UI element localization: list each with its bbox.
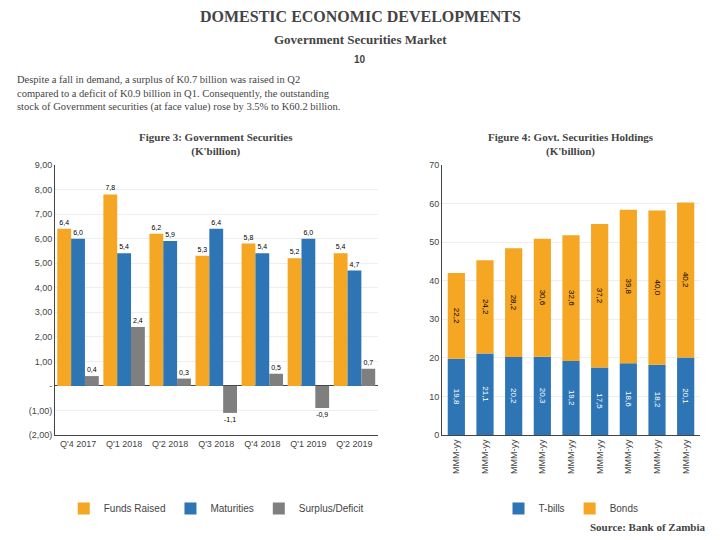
svg-text:Q'4 2018: Q'4 2018 bbox=[244, 439, 280, 449]
svg-text:Surplus/Deficit: Surplus/Deficit bbox=[299, 503, 364, 514]
svg-text:Q'1 2019: Q'1 2019 bbox=[290, 439, 326, 449]
svg-text:9,00: 9,00 bbox=[35, 160, 53, 170]
svg-text:T-bills: T-bills bbox=[539, 503, 565, 514]
svg-text:20,1: 20,1 bbox=[681, 388, 690, 404]
svg-text:Maturities: Maturities bbox=[210, 503, 253, 514]
svg-text:8,00: 8,00 bbox=[35, 185, 53, 195]
svg-text:20,3: 20,3 bbox=[538, 388, 547, 404]
svg-text:5,9: 5,9 bbox=[165, 231, 175, 238]
svg-text:40,0: 40,0 bbox=[653, 280, 662, 296]
svg-text:0: 0 bbox=[434, 430, 439, 440]
svg-text:0,5: 0,5 bbox=[271, 364, 281, 371]
svg-text:Government Securities Market: Government Securities Market bbox=[274, 32, 447, 47]
svg-text:(1,00): (1,00) bbox=[29, 406, 53, 416]
svg-text:6,0: 6,0 bbox=[73, 229, 83, 236]
svg-text:22,2: 22,2 bbox=[452, 308, 461, 324]
svg-text:MMM-yy: MMM-yy bbox=[652, 439, 662, 474]
svg-text:MMM-yy: MMM-yy bbox=[480, 439, 490, 474]
svg-text:21,1: 21,1 bbox=[481, 386, 490, 402]
svg-text:DOMESTIC ECONOMIC DEVELOPMENTS: DOMESTIC ECONOMIC DEVELOPMENTS bbox=[200, 8, 521, 25]
svg-text:0,3: 0,3 bbox=[179, 369, 189, 376]
svg-text:40: 40 bbox=[429, 276, 439, 286]
svg-text:18,6: 18,6 bbox=[624, 391, 633, 407]
svg-text:MMM-yy: MMM-yy bbox=[509, 439, 519, 474]
svg-text:5,4: 5,4 bbox=[336, 243, 346, 250]
svg-text:MMM-yy: MMM-yy bbox=[451, 439, 461, 474]
svg-text:MMM-yy: MMM-yy bbox=[566, 439, 576, 474]
svg-text:5,2: 5,2 bbox=[290, 248, 300, 255]
svg-text:Q'4 2017: Q'4 2017 bbox=[60, 439, 96, 449]
svg-text:Q'2 2019: Q'2 2019 bbox=[336, 439, 372, 449]
svg-text:37,2: 37,2 bbox=[595, 288, 604, 304]
svg-text:Q'2 2018: Q'2 2018 bbox=[152, 439, 188, 449]
svg-text:MMM-yy: MMM-yy bbox=[595, 439, 605, 474]
svg-text:MMM-yy: MMM-yy bbox=[681, 439, 691, 474]
svg-text:5,8: 5,8 bbox=[244, 234, 254, 241]
svg-text:1,00: 1,00 bbox=[35, 357, 53, 367]
svg-text:24,2: 24,2 bbox=[481, 299, 490, 315]
svg-text:70: 70 bbox=[429, 160, 439, 170]
svg-text:4,00: 4,00 bbox=[35, 283, 53, 293]
svg-text:5,00: 5,00 bbox=[35, 258, 53, 268]
svg-text:6,00: 6,00 bbox=[35, 234, 53, 244]
svg-text:5,3: 5,3 bbox=[198, 246, 208, 253]
svg-text:Source: Bank of Zambia: Source: Bank of Zambia bbox=[590, 521, 706, 533]
svg-text:19,8: 19,8 bbox=[452, 389, 461, 405]
svg-text:-: - bbox=[49, 381, 52, 391]
svg-text:7,00: 7,00 bbox=[35, 209, 53, 219]
svg-text:40,2: 40,2 bbox=[681, 272, 690, 288]
svg-text:-0,9: -0,9 bbox=[316, 411, 328, 418]
svg-text:Bonds: Bonds bbox=[610, 503, 638, 514]
svg-text:18,2: 18,2 bbox=[653, 392, 662, 408]
svg-text:20: 20 bbox=[429, 353, 439, 363]
svg-text:MMM-yy: MMM-yy bbox=[623, 439, 633, 474]
svg-text:Q'1 2018: Q'1 2018 bbox=[106, 439, 142, 449]
svg-text:7,8: 7,8 bbox=[105, 184, 115, 191]
svg-text:6,2: 6,2 bbox=[151, 224, 161, 231]
svg-text:MMM-yy: MMM-yy bbox=[537, 439, 547, 474]
svg-text:5,4: 5,4 bbox=[257, 243, 267, 250]
svg-text:2,4: 2,4 bbox=[133, 317, 143, 324]
svg-text:0,7: 0,7 bbox=[363, 359, 373, 366]
svg-text:19,2: 19,2 bbox=[567, 390, 576, 406]
svg-text:Despite a fall in demand, a su: Despite a fall in demand, a surplus of K… bbox=[17, 74, 340, 113]
svg-text:4,7: 4,7 bbox=[350, 261, 360, 268]
svg-text:-1,1: -1,1 bbox=[224, 416, 236, 423]
svg-text:30: 30 bbox=[429, 314, 439, 324]
svg-text:3,00: 3,00 bbox=[35, 307, 53, 317]
svg-text:10: 10 bbox=[429, 392, 439, 402]
svg-text:Figure 3: Government Securitie: Figure 3: Government Securities(K'billio… bbox=[139, 131, 293, 158]
svg-text:10: 10 bbox=[354, 54, 366, 65]
svg-text:50: 50 bbox=[429, 237, 439, 247]
svg-text:6,0: 6,0 bbox=[303, 229, 313, 236]
svg-text:(2,00): (2,00) bbox=[29, 430, 53, 440]
svg-text:39,8: 39,8 bbox=[624, 278, 633, 294]
svg-text:2,00: 2,00 bbox=[35, 332, 53, 342]
svg-text:5,4: 5,4 bbox=[119, 243, 129, 250]
svg-text:Figure 4: Govt. Securities Hol: Figure 4: Govt. Securities Holdings(K'bi… bbox=[488, 131, 654, 158]
svg-text:30,6: 30,6 bbox=[538, 290, 547, 306]
svg-text:6,4: 6,4 bbox=[211, 219, 221, 226]
svg-text:Funds Raised: Funds Raised bbox=[104, 503, 166, 514]
svg-text:Q'3 2018: Q'3 2018 bbox=[198, 439, 234, 449]
svg-text:0,4: 0,4 bbox=[87, 366, 97, 373]
svg-text:32,6: 32,6 bbox=[567, 290, 576, 306]
svg-text:6,4: 6,4 bbox=[59, 219, 69, 226]
svg-text:28,2: 28,2 bbox=[509, 295, 518, 311]
svg-text:60: 60 bbox=[429, 199, 439, 209]
svg-text:20,2: 20,2 bbox=[509, 388, 518, 404]
svg-text:17,5: 17,5 bbox=[595, 393, 604, 409]
